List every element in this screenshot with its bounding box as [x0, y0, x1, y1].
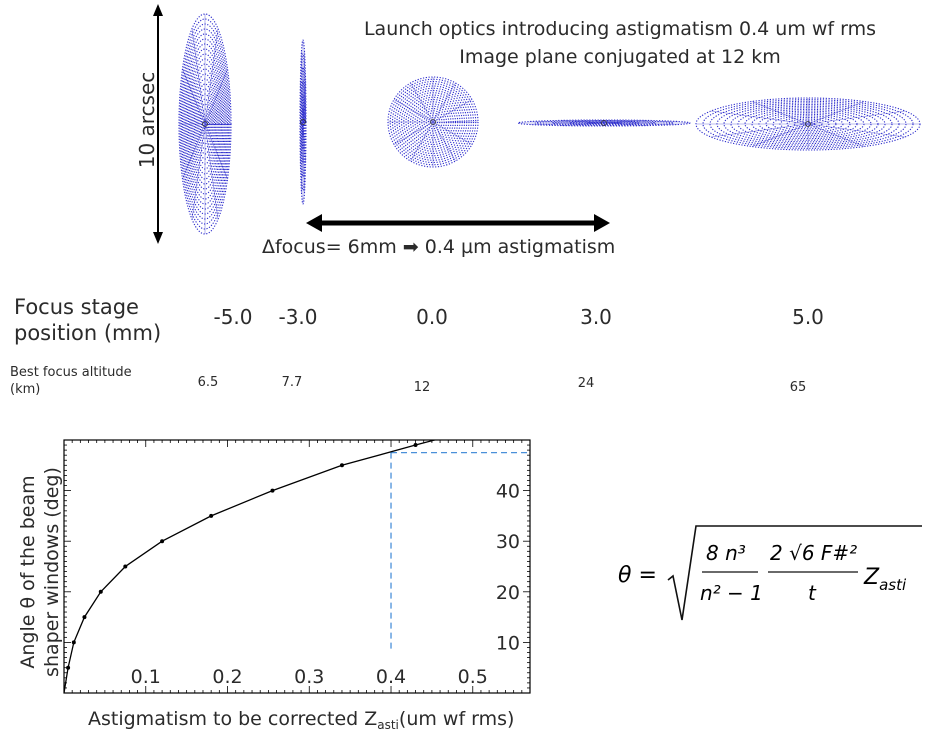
scale-label: 10 arcsec: [135, 65, 159, 175]
series-point: [66, 666, 70, 670]
formula-z-sub: asti: [879, 576, 907, 594]
series-point: [123, 565, 127, 569]
y-tick-label: 10: [496, 632, 520, 654]
spot-wide-ellipse: [696, 98, 920, 150]
chart-y-axis-label: Angle θ of the beam shaper windows (deg): [16, 442, 64, 702]
chart-x-axis-label: Astigmatism to be corrected Zasti(um wf …: [88, 708, 514, 732]
spot-tall-ellipse: [179, 14, 231, 234]
x-axis-label-sub: asti: [377, 718, 399, 732]
x-tick-label: 0.3: [294, 666, 324, 688]
series-line: [64, 430, 530, 693]
delta-focus-arrow: [306, 214, 610, 232]
focus-stage-value: 5.0: [768, 305, 848, 329]
panel-title-line1: Launch optics introducing astigmatism 0.…: [350, 18, 890, 40]
focus-stage-value: 3.0: [556, 305, 636, 329]
x-axis-label-main: Astigmatism to be corrected Z: [88, 708, 377, 730]
series-point: [414, 443, 418, 447]
y-tick-label: 30: [496, 531, 520, 553]
series-point: [82, 615, 86, 619]
x-axis-label-tail: (um wf rms): [399, 708, 515, 730]
best-focus-altitude-value: 6.5: [178, 375, 238, 390]
series-point: [160, 539, 164, 543]
spot-horizontal-line: [518, 120, 690, 126]
formula-lhs: θ =: [618, 563, 657, 588]
formula-z: Z: [863, 565, 880, 590]
focus-stage-value: 0.0: [392, 305, 472, 329]
y-tick-label: 20: [496, 582, 520, 604]
astigmatism-angle-chart: 0.1 0.2 0.3 0.4 0.5 10 20 30 40: [0, 430, 560, 710]
series-point: [270, 489, 274, 493]
spot-circle: [388, 77, 478, 167]
series-point: [99, 590, 103, 594]
plot-frame: [64, 440, 530, 693]
spot-vertical-line: [300, 40, 306, 204]
panel-title-line2: Image plane conjugated at 12 km: [350, 46, 890, 68]
best-focus-altitude-value: 7.7: [262, 375, 322, 390]
minor-ticks: [64, 440, 530, 693]
best-focus-altitude-value: 12: [392, 380, 452, 395]
best-focus-altitude-value: 24: [556, 376, 616, 391]
focus-stage-label: Focus stage position (mm): [14, 294, 164, 346]
x-tick-label: 0.2: [212, 666, 242, 688]
theta-formula: θ = 8 n³ n² − 1 2 √6 F#² t Zasti: [610, 520, 925, 630]
y-tick-label: 40: [496, 481, 520, 503]
formula-numerator-1: 8 n³: [706, 541, 746, 565]
formula-denominator-1: n² − 1: [700, 581, 763, 605]
x-tick-label: 0.4: [376, 666, 406, 688]
formula-trailing: Zasti: [863, 565, 907, 594]
formula-denominator-2: t: [808, 581, 817, 605]
series-point: [340, 463, 344, 467]
x-tick-label: 0.1: [131, 666, 161, 688]
series-point: [72, 640, 76, 644]
series-point: [209, 514, 213, 518]
focus-stage-value: -3.0: [258, 305, 338, 329]
best-focus-altitude-label: Best focus altitude (km): [10, 364, 160, 398]
best-focus-altitude-value: 65: [768, 380, 828, 395]
delta-focus-caption: Δfocus= 6mm ➡ 0.4 µm astigmatism: [262, 236, 662, 258]
x-tick-label: 0.5: [458, 666, 488, 688]
formula-numerator-2: 2 √6 F#²: [770, 541, 857, 565]
